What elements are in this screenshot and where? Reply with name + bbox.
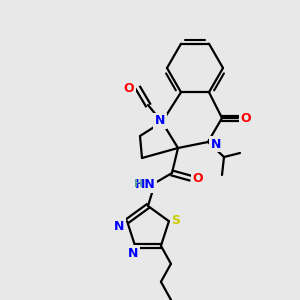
Text: S: S [171,214,180,227]
Text: O: O [193,172,203,184]
Text: N: N [155,115,165,128]
Text: O: O [241,112,251,124]
Text: HN: HN [135,178,155,191]
Text: N: N [211,137,221,151]
Text: N: N [114,220,124,233]
Text: N: N [128,247,138,260]
Text: O: O [124,82,134,94]
Text: H: H [134,179,144,189]
